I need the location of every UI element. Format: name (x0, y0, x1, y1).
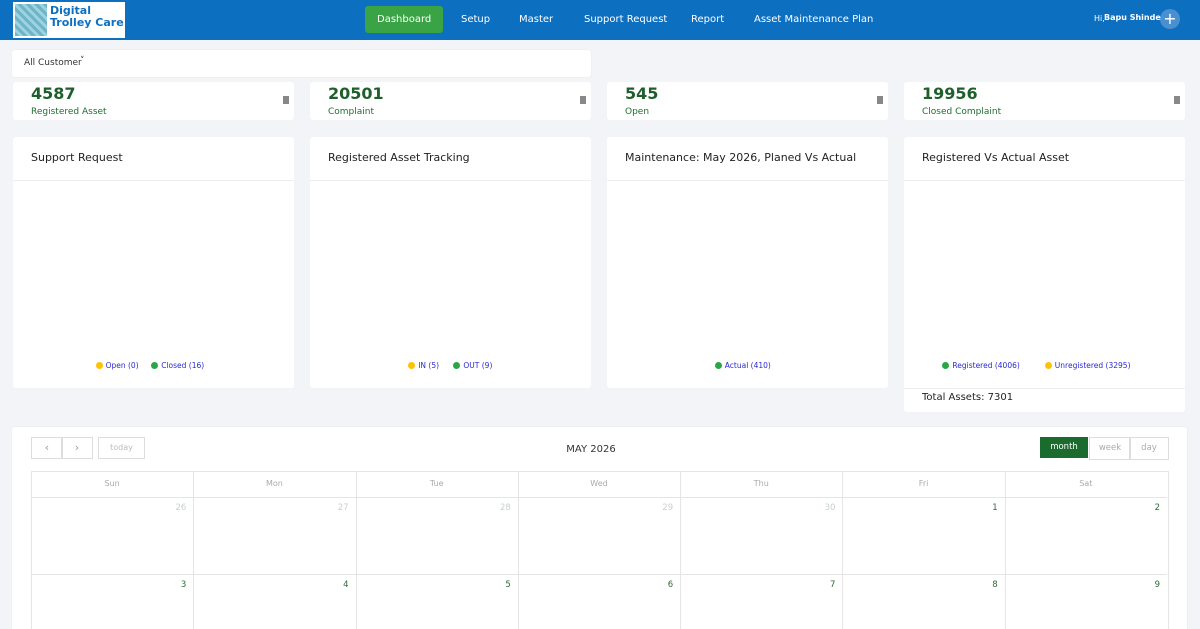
weekday: Wed (590, 479, 608, 488)
legend-label: IN (5) (418, 361, 440, 370)
annotation: Total Assets: 7301 (922, 392, 1014, 403)
legend-dot (151, 362, 159, 369)
filter-caret: ˅ (80, 56, 85, 66)
calendar-card (12, 427, 1187, 629)
view-button[interactable]: day (1129, 437, 1169, 460)
nav-item[interactable]: Report (691, 14, 725, 25)
calendar-title: MAY 2026 (566, 444, 616, 455)
filter-label[interactable]: All Customer (24, 58, 82, 68)
chart-card (310, 137, 591, 388)
view-button[interactable]: month (1040, 437, 1088, 458)
stat-value: 545 (625, 84, 659, 103)
chart-title: Maintenance: May 2026, Planed Vs Actual (625, 151, 857, 164)
chart-card (607, 137, 888, 388)
legend-dot (95, 362, 103, 369)
day-number[interactable]: 30 (824, 503, 836, 513)
stat-card (13, 82, 294, 120)
legend-dot (714, 362, 722, 369)
stat-value: 20501 (328, 84, 384, 103)
grid-line (680, 471, 682, 629)
divider (13, 180, 294, 181)
stat-label: Complaint (328, 107, 375, 117)
day-number[interactable]: 7 (830, 580, 836, 590)
grid-line (842, 471, 844, 629)
divider (904, 388, 1185, 389)
divider (607, 180, 888, 181)
legend-label: Open (0) (105, 361, 139, 370)
doc-icon (580, 96, 586, 104)
stat-label: Open (625, 107, 650, 117)
today-button[interactable]: today (98, 437, 145, 459)
day-number[interactable]: 3 (180, 580, 187, 590)
customer-filter[interactable] (12, 50, 591, 77)
day-number[interactable]: 26 (175, 503, 187, 513)
divider (310, 180, 591, 181)
grid-line (31, 574, 1167, 575)
doc-icon (283, 96, 289, 104)
day-number[interactable]: 5 (505, 580, 511, 590)
day-number[interactable]: 28 (500, 503, 511, 513)
weekday: Tue (429, 479, 444, 488)
add-button[interactable]: + (1160, 9, 1180, 29)
chart-title: Support Request (31, 151, 123, 164)
grid-line (517, 471, 519, 629)
stat-label: Closed Complaint (922, 107, 1002, 117)
weekday: Thu (753, 479, 769, 488)
grid-border (31, 471, 1169, 629)
weekday: Sun (104, 479, 120, 488)
legend-dot (1044, 362, 1052, 369)
nav-item[interactable]: Support Request (584, 14, 668, 25)
stat-card (607, 82, 888, 120)
doc-icon (877, 96, 883, 104)
legend-dot (453, 362, 461, 369)
grid-line (1004, 471, 1006, 629)
stat-value: 19956 (922, 84, 978, 103)
day-number[interactable]: 2 (1154, 503, 1160, 513)
legend-dot (942, 362, 950, 369)
grid-line (31, 497, 1167, 498)
day-number[interactable]: 6 (667, 580, 674, 590)
view-button[interactable]: week (1089, 437, 1131, 460)
legend-dot (408, 362, 416, 369)
logo-text: Digital Trolley Care (50, 4, 124, 29)
grid-line (355, 471, 357, 629)
weekday: Sat (1079, 479, 1093, 488)
divider (904, 180, 1185, 181)
doc-icon (1174, 96, 1180, 104)
chart-title: Registered Vs Actual Asset (922, 151, 1070, 164)
weekday: Mon (265, 479, 283, 488)
day-number[interactable]: 29 (662, 503, 674, 513)
day-number[interactable]: 27 (337, 503, 349, 513)
day-number[interactable]: 9 (1154, 580, 1160, 590)
stat-card (904, 82, 1185, 120)
stat-label: Registered Asset (31, 107, 107, 117)
weekday: Fri (918, 479, 929, 488)
day-number[interactable]: 4 (343, 580, 349, 590)
prev-button[interactable]: ‹ (31, 437, 63, 459)
day-number[interactable]: 1 (992, 503, 998, 513)
legend-label: OUT (9) (463, 361, 493, 370)
chart-card (904, 137, 1185, 412)
nav-item[interactable]: Asset Maintenance Plan (754, 14, 874, 25)
legend-label: Unregistered (3295) (1054, 361, 1131, 370)
logo[interactable] (13, 2, 125, 38)
day-number[interactable]: 8 (992, 580, 998, 590)
legend-label: Closed (16) (161, 361, 205, 370)
chart-card (13, 137, 294, 388)
legend-label: Actual (410) (724, 361, 771, 370)
stat-card (310, 82, 591, 120)
top-bar (0, 0, 1200, 40)
next-button[interactable]: › (61, 437, 93, 459)
logo-icon (15, 4, 47, 36)
greeting: Hi, (1094, 14, 1105, 23)
stat-value: 4587 (31, 84, 76, 103)
nav-item[interactable]: Dashboard (365, 6, 444, 33)
nav-item[interactable]: Setup (461, 14, 491, 25)
legend-label: Registered (4006) (952, 361, 1020, 370)
grid-line (193, 471, 195, 629)
user-name: Bapu Shinde (1104, 13, 1161, 22)
chart-title: Registered Asset Tracking (328, 151, 470, 164)
nav-item[interactable]: Master (519, 14, 554, 25)
